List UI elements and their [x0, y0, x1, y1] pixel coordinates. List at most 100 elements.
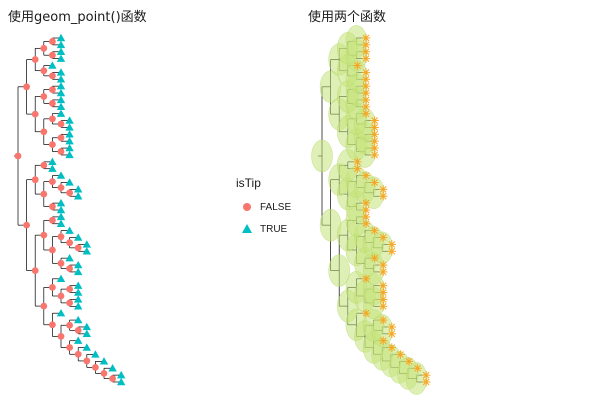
internal-node-point [57, 148, 65, 155]
internal-node-point [49, 72, 56, 80]
internal-node-point [23, 83, 30, 91]
internal-node-point [31, 267, 39, 275]
legend-label-false: FALSE [260, 201, 292, 213]
tip-star-stroke [379, 261, 387, 269]
tree-left-panel [14, 33, 126, 386]
tip-point [82, 322, 91, 331]
tip-point [56, 205, 66, 214]
tip-star-icon [361, 309, 371, 318]
internal-node-point [49, 141, 56, 149]
internal-node-point [74, 350, 82, 358]
tip-star-icon [379, 260, 388, 270]
legend-item-false: FALSE [236, 196, 291, 218]
internal-node-point [66, 265, 73, 272]
tip-point [117, 377, 126, 386]
internal-node-circle [328, 254, 351, 287]
tip-star-icon [353, 157, 362, 167]
tip-star-icon [387, 322, 396, 332]
tip-star-stroke [362, 172, 370, 179]
tip-point [56, 171, 66, 179]
tip-star-icon [379, 281, 388, 290]
tip-star-icon [370, 116, 379, 125]
tip-star-icon [422, 370, 431, 380]
tip-star-stroke [371, 227, 378, 235]
tip-point [48, 61, 57, 69]
tip-point [65, 130, 74, 138]
tip-point [65, 178, 74, 186]
tip-star-icon [379, 233, 388, 242]
tip-star-stroke [354, 62, 361, 69]
internal-node-point [31, 110, 39, 118]
tip-star-stroke [379, 234, 387, 241]
legend-item-true: TRUE [236, 218, 291, 240]
internal-node-point [49, 178, 56, 186]
tip-point [65, 150, 74, 159]
internal-node-point [31, 176, 39, 184]
tip-star-icon [396, 350, 405, 359]
tip-star-stroke [362, 41, 370, 49]
internal-node-point [92, 363, 99, 371]
tip-point [56, 33, 66, 42]
internal-node-point [49, 38, 56, 45]
tip-star-icon [370, 123, 379, 132]
tip-star-stroke [362, 69, 370, 76]
tip-star-stroke [388, 330, 396, 338]
tip-star-stroke [362, 55, 370, 63]
internal-node-point [66, 321, 73, 329]
internal-node-point [57, 120, 65, 128]
tip-point [56, 54, 66, 62]
tip-point [56, 212, 66, 221]
internal-node-point [40, 67, 48, 75]
internal-node-point [49, 203, 56, 210]
tip-star-stroke [388, 241, 396, 248]
internal-node-point [40, 44, 48, 52]
internal-node-point [100, 370, 108, 377]
tip-point [74, 260, 83, 269]
tip-point [99, 357, 109, 365]
tip-star-icon [361, 171, 371, 180]
tip-point [74, 267, 83, 276]
tip-star-icon [379, 185, 388, 194]
tip-star-icon [361, 88, 371, 98]
internal-node-point [57, 233, 65, 241]
tip-star-stroke [362, 206, 370, 214]
internal-node-point [83, 357, 91, 365]
tip-point [91, 350, 100, 358]
internal-node-point [74, 327, 82, 334]
internal-node-point [49, 51, 56, 59]
tip-star-stroke [371, 254, 378, 262]
legend-title: isTip [236, 176, 261, 190]
tip-point [48, 157, 57, 166]
tip-star-stroke [388, 247, 396, 255]
internal-node-point [49, 284, 56, 291]
tip-point [74, 281, 83, 289]
tip-star-icon [361, 274, 371, 283]
internal-node-point [66, 239, 73, 247]
tip-point [74, 302, 83, 310]
tip-point [74, 295, 83, 303]
tip-star-icon [361, 198, 371, 208]
tip-star-stroke [362, 275, 370, 283]
tip-star-icon [370, 137, 379, 146]
tip-point [65, 226, 74, 234]
internal-node-point [66, 344, 73, 351]
tip-point [82, 343, 91, 351]
tip-point [56, 75, 66, 83]
tip-star-icon [404, 357, 414, 366]
internal-node-point [49, 246, 56, 254]
tip-star-icon [361, 68, 371, 77]
internal-node-point [49, 86, 56, 93]
tip-point [56, 95, 66, 104]
tip-star-icon [387, 343, 396, 352]
tip-point [108, 364, 117, 372]
internal-node-point [31, 56, 39, 63]
internal-node-circle [405, 362, 428, 395]
tip-star-icon [361, 33, 371, 43]
tip-star-icon [379, 267, 388, 277]
tip-star-stroke [362, 110, 370, 118]
tip-star-icon [387, 240, 396, 249]
tip-star-stroke [379, 296, 387, 303]
tip-star-stroke [362, 89, 370, 97]
panel-title-right: 使用两个函数 [308, 10, 387, 25]
